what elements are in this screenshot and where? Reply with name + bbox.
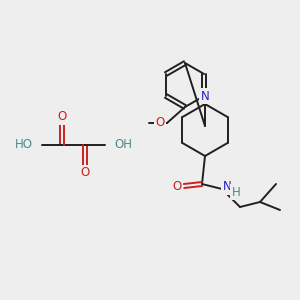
Text: N: N [201, 89, 209, 103]
Text: O: O [80, 167, 90, 179]
Text: N: N [223, 181, 231, 194]
Text: O: O [57, 110, 67, 124]
Text: OH: OH [114, 139, 132, 152]
Text: H: H [232, 185, 240, 199]
Text: O: O [155, 116, 165, 130]
Text: HO: HO [15, 139, 33, 152]
Text: O: O [172, 179, 182, 193]
